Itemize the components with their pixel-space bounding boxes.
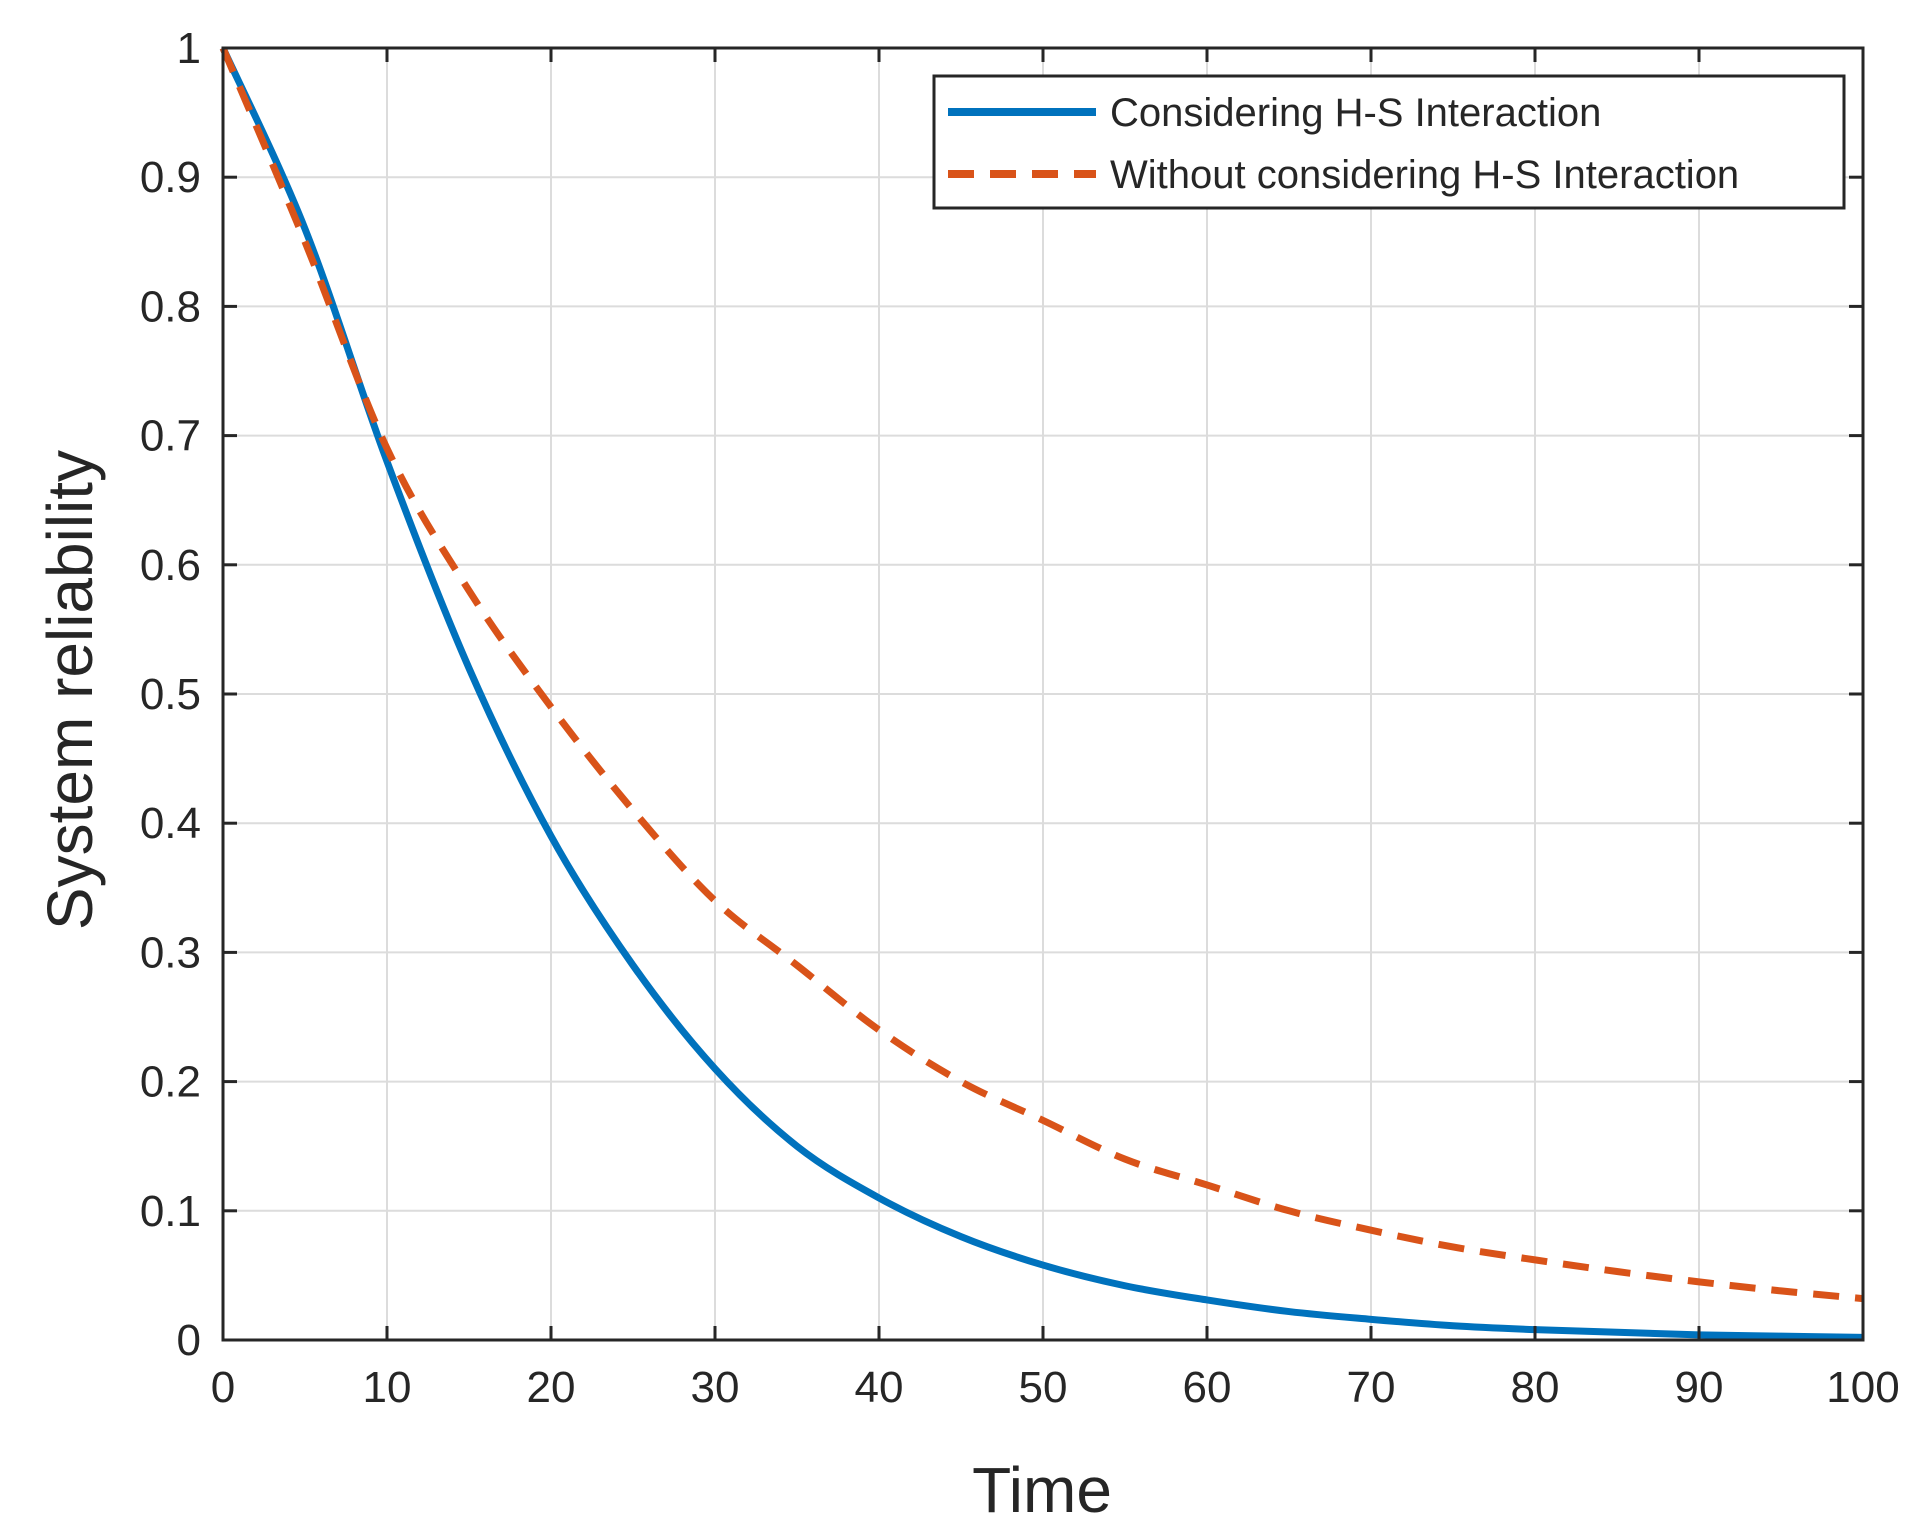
y-tick-label: 0.5 [140,670,201,719]
x-tick-label: 0 [211,1363,235,1412]
y-tick-labels: 0 0.1 0.2 0.3 0.4 0.5 0.6 0.7 0.8 0.9 1 [140,24,201,1365]
x-tick-label: 100 [1826,1363,1899,1412]
y-tick-label: 0.2 [140,1058,201,1107]
x-tick-label: 70 [1347,1363,1396,1412]
y-tick-label: 0.3 [140,928,201,977]
y-axis-label: System reliability [34,450,106,930]
legend: Considering H-S Interaction Without cons… [932,74,1846,210]
y-tick-label: 0.6 [140,541,201,590]
x-axis-label: Time [972,1454,1112,1526]
y-tick-label: 0.7 [140,412,201,461]
x-tick-label: 20 [527,1363,576,1412]
x-tick-label: 40 [855,1363,904,1412]
y-tick-label: 0 [177,1316,201,1365]
y-tick-label: 0.8 [140,282,201,331]
y-tick-label: 0.4 [140,799,201,848]
legend-entry-considering: Considering H-S Interaction [1110,91,1601,135]
x-tick-label: 30 [691,1363,740,1412]
legend-entry-without: Without considering H-S Interaction [1110,153,1739,197]
legend-box [932,74,1846,210]
y-tick-label: 1 [177,24,201,73]
x-tick-label: 60 [1183,1363,1232,1412]
series-line-without [219,46,1864,1303]
y-tick-label: 0.9 [140,153,201,202]
y-tick-label: 0.1 [140,1187,201,1236]
x-tick-label: 50 [1019,1363,1068,1412]
tick-marks [221,46,1865,1342]
x-tick-label: 80 [1511,1363,1560,1412]
series-line-considering [219,46,1864,1341]
x-tick-label: 90 [1675,1363,1724,1412]
x-tick-label: 10 [363,1363,412,1412]
x-tick-labels: 0 10 20 30 40 50 60 70 80 90 100 [211,1363,1900,1412]
series-lines [219,46,1864,1341]
